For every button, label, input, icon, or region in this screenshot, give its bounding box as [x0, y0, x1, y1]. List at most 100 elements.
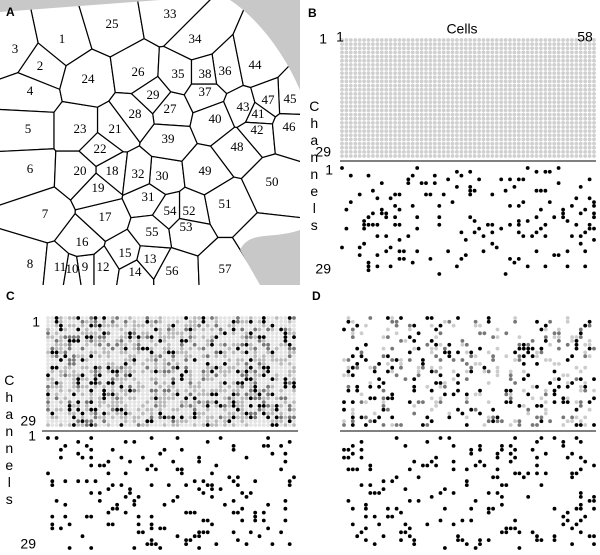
dot: [419, 108, 424, 113]
dot: [89, 411, 94, 416]
dot: [419, 58, 424, 63]
dot: [231, 392, 236, 397]
dot: [592, 346, 596, 351]
dot: [149, 354, 154, 359]
dot: [184, 369, 189, 374]
dot: [477, 154, 481, 158]
dot: [175, 339, 180, 343]
dot: [371, 108, 375, 113]
dot: [521, 50, 526, 55]
dot: [145, 373, 150, 378]
dot: [362, 241, 366, 246]
dot: [248, 400, 253, 404]
dot: [472, 145, 477, 150]
dot: [287, 423, 292, 427]
dot: [279, 354, 283, 359]
dot: [530, 100, 534, 104]
dot: [162, 392, 167, 397]
dot: [80, 327, 85, 332]
dot: [574, 436, 579, 440]
dot: [441, 79, 446, 84]
dot: [539, 141, 543, 146]
dot: [526, 411, 531, 416]
dot: [406, 133, 411, 138]
dot: [257, 388, 262, 393]
dot: [132, 404, 137, 408]
dot: [570, 129, 574, 134]
dot: [362, 104, 366, 109]
dot: [534, 129, 539, 134]
dot: [379, 87, 384, 92]
dot: [490, 83, 495, 88]
dot: [486, 381, 491, 385]
dot: [80, 415, 85, 420]
dot: [119, 331, 124, 336]
dot: [521, 342, 526, 347]
dot: [397, 137, 402, 142]
dot: [205, 518, 210, 523]
dot: [468, 215, 473, 220]
dot: [521, 87, 526, 92]
dot: [494, 71, 499, 75]
dot: [231, 419, 236, 424]
dot: [463, 116, 468, 121]
dot: [59, 404, 63, 408]
dot: [171, 384, 176, 389]
dot: [188, 538, 193, 542]
dot: [388, 63, 393, 67]
dot: [516, 38, 521, 42]
dot: [521, 200, 526, 205]
dot: [428, 67, 433, 71]
dot: [583, 249, 588, 254]
dot: [149, 522, 154, 527]
dot: [460, 342, 465, 347]
dot: [592, 100, 596, 104]
dot: [362, 226, 366, 231]
dot: [539, 436, 544, 440]
dot: [441, 150, 446, 154]
dot: [578, 141, 583, 146]
dot: [357, 125, 362, 129]
dot: [54, 415, 59, 420]
dot: [115, 415, 119, 420]
dot: [261, 350, 266, 355]
dot: [283, 377, 288, 381]
dot: [384, 75, 389, 80]
dot: [447, 436, 452, 440]
dot: [516, 177, 521, 182]
dot: [154, 377, 158, 381]
dot: [456, 316, 460, 320]
dot: [565, 79, 570, 84]
dot: [270, 396, 275, 401]
dot: [469, 369, 474, 374]
dot: [240, 369, 245, 374]
dot: [552, 253, 557, 257]
dot: [106, 459, 111, 464]
dot: [287, 316, 292, 320]
dot: [67, 342, 72, 347]
dot: [362, 79, 366, 84]
dot: [415, 83, 420, 88]
dot: [375, 108, 380, 113]
dot: [236, 510, 240, 515]
dot: [372, 369, 377, 374]
dot: [450, 125, 455, 129]
dot: [386, 335, 390, 339]
dot: [583, 112, 588, 117]
dot: [366, 38, 371, 42]
dot: [188, 342, 193, 347]
dot: [503, 104, 508, 109]
dot: [128, 319, 132, 324]
dot: [149, 400, 154, 404]
dot: [274, 423, 279, 427]
dot: [432, 75, 437, 80]
dot: [141, 377, 145, 381]
dot: [72, 365, 76, 370]
dot: [63, 362, 68, 366]
dot: [472, 230, 477, 235]
dot: [557, 384, 561, 389]
dot: [175, 319, 180, 324]
dot: [481, 112, 486, 117]
dot: [397, 116, 402, 121]
